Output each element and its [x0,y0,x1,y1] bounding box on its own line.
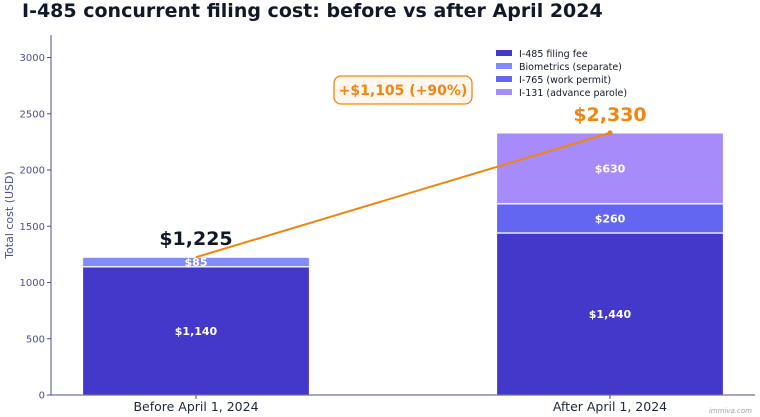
bar-value-label: $630 [595,162,626,175]
bar-value-label: $1,440 [589,308,632,321]
legend-swatch [496,89,512,95]
legend-label: I-765 (work permit) [519,75,611,86]
y-tick-label: 2500 [20,109,45,120]
bar-segment [81,266,311,396]
legend-swatch [496,63,512,69]
change-trend-line [195,131,611,259]
y-tick-label: 2000 [20,166,45,177]
bar-value-label: $260 [595,212,626,225]
y-tick-label: 500 [26,334,45,345]
legend-swatch [496,76,512,82]
y-tick-label: 1000 [20,278,45,289]
x-tick-label: Before April 1, 2024 [133,399,258,414]
bar-segment [495,232,725,396]
bar-segment [495,203,725,234]
y-tick-label: 0 [39,391,45,402]
y-axis-title: Total cost (USD) [3,171,16,260]
change-annotation-text: +$1,105 (+90%) [339,83,468,99]
change-annotation-box [333,75,473,105]
legend-label: Biometrics (separate) [519,62,622,73]
bar-total-label: $2,330 [573,104,646,126]
legend-label: I-485 filing fee [519,49,588,60]
legend-swatch [496,50,512,56]
watermark: immiva.com [708,407,752,415]
legend-label: I-131 (advance parole) [519,88,627,99]
bar-segment [495,132,725,205]
chart-title: I-485 concurrent filing cost: before vs … [22,0,603,22]
bar-value-label: $1,140 [175,325,218,338]
bar-value-label: $85 [185,256,208,269]
x-tick-label: After April 1, 2024 [553,399,667,414]
bar-total-label: $1,225 [159,228,232,250]
trend-end-marker [607,130,613,136]
y-tick-label: 3000 [20,53,45,64]
y-tick-label: 1500 [20,222,45,233]
